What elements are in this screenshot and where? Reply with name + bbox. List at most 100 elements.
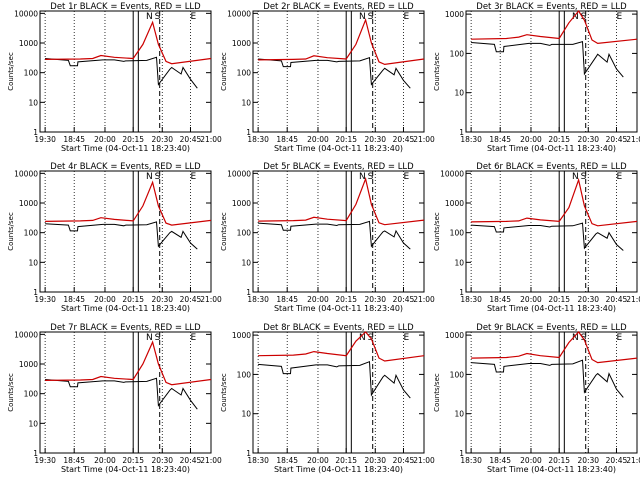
y-axis-label: Counts/sec <box>433 52 441 91</box>
y-tick-label: 1000 <box>445 10 464 19</box>
lld-series-line <box>471 332 637 363</box>
interval-label-e: E <box>616 333 622 343</box>
x-tick-label: 20:15 <box>122 456 144 465</box>
y-axis-label: Counts/sec <box>220 52 228 91</box>
x-tick-label: 20:00 <box>307 456 329 465</box>
interval-label-s: S <box>155 172 161 182</box>
x-tick-label: 18:45 <box>276 295 298 304</box>
y-tick-label: 1000 <box>232 39 251 48</box>
y-tick-label: 10 <box>241 258 251 267</box>
lld-series-line <box>471 180 637 226</box>
y-axis-label: Counts/sec <box>7 373 15 412</box>
y-tick-label: 1000 <box>19 39 38 48</box>
x-tick-label: 21:00 <box>626 135 640 144</box>
x-axis-label: Start Time (04-Oct-11 18:23:40) <box>61 144 190 153</box>
y-tick-label: 10000 <box>14 9 38 18</box>
x-tick-label: 18:30 <box>247 135 269 144</box>
x-tick-label: 20:00 <box>520 135 542 144</box>
x-tick-label: 18:45 <box>276 135 298 144</box>
interval-label-n: N <box>146 333 153 343</box>
x-tick-label: 20:00 <box>307 135 329 144</box>
y-tick-label: 10000 <box>14 169 38 178</box>
lld-series-line <box>45 182 211 225</box>
events-series-line <box>471 360 623 397</box>
y-tick-label: 1000 <box>445 331 464 340</box>
lld-series-line <box>258 20 424 65</box>
x-tick-label: 18:45 <box>489 135 511 144</box>
x-axis-label: Start Time (04-Oct-11 18:23:40) <box>61 465 190 474</box>
x-tick-label: 20:15 <box>548 456 570 465</box>
plot-frame <box>253 332 424 453</box>
lld-series-line <box>258 179 424 225</box>
x-tick-label: 20:15 <box>122 135 144 144</box>
interval-label-s: S <box>581 12 587 22</box>
x-tick-label: 21:00 <box>200 295 222 304</box>
lld-series-line <box>45 342 211 385</box>
x-tick-label: 20:15 <box>122 295 144 304</box>
x-tick-label: 21:00 <box>626 295 640 304</box>
x-tick-label: 20:00 <box>94 456 116 465</box>
x-tick-label: 18:30 <box>460 295 482 304</box>
events-series-line <box>45 378 197 409</box>
x-tick-label: 18:45 <box>63 456 85 465</box>
lld-series-line <box>45 22 211 63</box>
x-tick-label: 18:45 <box>489 456 511 465</box>
x-tick-label: 21:00 <box>413 295 435 304</box>
y-tick-label: 100 <box>237 69 252 78</box>
x-tick-label: 18:45 <box>276 456 298 465</box>
x-tick-label: 18:45 <box>63 295 85 304</box>
y-tick-label: 10000 <box>227 9 251 18</box>
x-tick-label: 20:30 <box>151 456 173 465</box>
x-tick-label: 20:45 <box>393 456 415 465</box>
y-tick-label: 100 <box>237 370 252 379</box>
x-axis-label: Start Time (04-Oct-11 18:23:40) <box>61 304 190 313</box>
y-tick-label: 10000 <box>227 169 251 178</box>
x-tick-label: 18:45 <box>489 295 511 304</box>
y-tick-label: 1000 <box>232 199 251 208</box>
y-tick-label: 10 <box>241 98 251 107</box>
y-tick-label: 10000 <box>14 330 38 339</box>
y-tick-label: 10 <box>454 258 464 267</box>
interval-label-e: E <box>403 333 409 343</box>
y-tick-label: 10 <box>28 419 38 428</box>
x-tick-label: 18:30 <box>460 135 482 144</box>
x-tick-label: 20:45 <box>606 456 628 465</box>
x-tick-label: 18:30 <box>247 456 269 465</box>
x-axis-label: Start Time (04-Oct-11 18:23:40) <box>274 144 403 153</box>
y-tick-label: 100 <box>237 229 252 238</box>
interval-label-e: E <box>190 333 196 343</box>
x-tick-label: 20:30 <box>577 135 599 144</box>
lld-series-line <box>471 11 637 43</box>
interval-label-s: S <box>155 333 161 343</box>
y-tick-label: 10 <box>454 410 464 419</box>
plot-frame <box>466 332 637 453</box>
y-axis-label: Counts/sec <box>220 373 228 412</box>
x-tick-label: 21:00 <box>413 135 435 144</box>
interval-label-s: S <box>368 172 374 182</box>
x-tick-label: 20:00 <box>94 295 116 304</box>
y-tick-label: 1000 <box>445 199 464 208</box>
interval-label-s: S <box>581 172 587 182</box>
x-tick-label: 20:30 <box>364 456 386 465</box>
x-axis-label: Start Time (04-Oct-11 18:23:40) <box>487 465 616 474</box>
plot-frame <box>40 171 211 292</box>
x-tick-label: 20:45 <box>180 295 202 304</box>
x-tick-label: 20:15 <box>548 295 570 304</box>
interval-label-e: E <box>190 12 196 22</box>
events-series-line <box>45 222 197 249</box>
interval-label-n: N <box>146 172 153 182</box>
x-tick-label: 19:30 <box>34 295 56 304</box>
x-tick-label: 18:45 <box>63 135 85 144</box>
y-tick-label: 10 <box>241 410 251 419</box>
y-tick-label: 10 <box>28 98 38 107</box>
x-axis-label: Start Time (04-Oct-11 18:23:40) <box>274 465 403 474</box>
y-axis-label: Counts/sec <box>7 52 15 91</box>
